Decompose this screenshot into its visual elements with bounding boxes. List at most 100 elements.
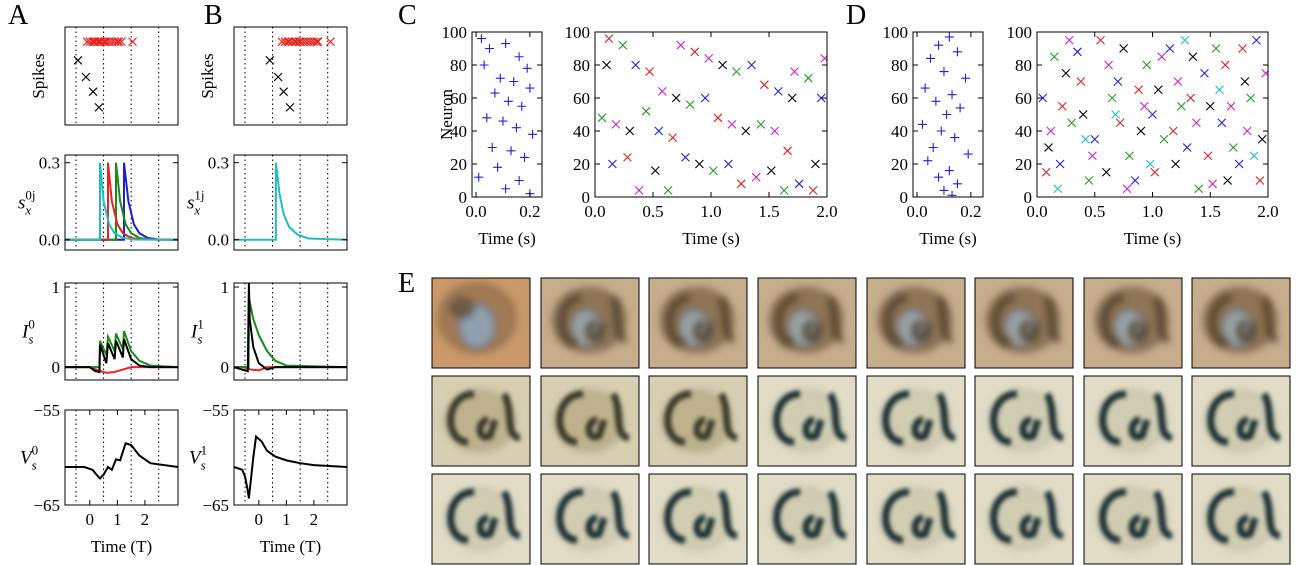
y-axis-label-sub: x — [193, 203, 200, 218]
x-tick-label: 1 — [113, 510, 122, 529]
y-tick-label: 0 — [459, 188, 468, 207]
spike-marker — [790, 67, 799, 76]
spike-marker — [1136, 126, 1146, 136]
axes-frame — [233, 154, 348, 251]
spike-marker — [1140, 101, 1149, 111]
spike-marker — [1246, 93, 1256, 103]
spike-marker — [117, 37, 126, 47]
y-tick-label: −55 — [202, 401, 229, 420]
spike-marker — [501, 184, 511, 194]
image-tile — [649, 376, 747, 466]
spike-marker — [1249, 151, 1259, 161]
plot-area — [244, 27, 335, 125]
y-tick-label: 40 — [573, 122, 590, 141]
spike-marker — [820, 54, 827, 63]
spike-marker — [942, 110, 952, 119]
y-axis-label-sub: s — [32, 458, 37, 473]
y-axis-label: I0 s — [21, 317, 35, 347]
spike-marker — [1038, 93, 1048, 103]
plot-area — [597, 34, 827, 195]
line — [65, 162, 178, 241]
spike-marker — [663, 186, 673, 195]
spike-marker — [952, 47, 962, 57]
spike-marker — [1217, 118, 1227, 128]
y-tick-label: 1 — [52, 278, 61, 297]
spike-marker — [690, 47, 700, 57]
image-tile — [649, 278, 747, 368]
y-tick-label: 0 — [221, 358, 230, 377]
y-tick-label: −65 — [202, 496, 229, 515]
spike-marker — [751, 172, 761, 182]
spike-marker — [1113, 77, 1123, 86]
y-tick-label: 0.0 — [208, 231, 229, 250]
spike-marker — [944, 32, 954, 42]
spike-marker — [928, 143, 938, 152]
y-tick-label: 40 — [891, 122, 908, 141]
spike-marker — [1081, 134, 1090, 144]
spike-marker — [1159, 134, 1169, 144]
image-tile — [541, 278, 639, 368]
spike-marker — [1208, 179, 1217, 189]
spike-marker — [724, 159, 733, 169]
panel-label: B — [204, 0, 223, 31]
image-tile — [432, 474, 530, 564]
spike-marker — [1238, 44, 1247, 53]
spike-marker — [100, 37, 110, 47]
spike-marker — [947, 90, 957, 100]
y-tick-label: 80 — [573, 56, 590, 75]
spike-marker — [522, 63, 532, 73]
spike-marker — [1130, 176, 1140, 185]
spike-marker — [1240, 77, 1250, 86]
spike-marker — [1173, 77, 1183, 86]
image-tile — [867, 278, 965, 368]
spike-marker — [611, 120, 621, 129]
spike-marker — [1188, 52, 1198, 62]
plot-area — [474, 34, 538, 197]
spike-marker — [1088, 151, 1097, 161]
spike-marker — [1261, 68, 1268, 78]
y-tick-label: 0 — [1024, 188, 1033, 207]
spike-marker — [1165, 44, 1175, 53]
y-tick-label: 20 — [891, 155, 908, 174]
spike-marker — [482, 113, 492, 123]
spike-marker — [794, 179, 804, 189]
plot-area — [234, 155, 347, 250]
spike-marker — [265, 55, 275, 65]
axes-frame — [233, 282, 348, 381]
spike-marker — [110, 37, 119, 47]
spike-marker — [1055, 159, 1065, 169]
spike-marker — [1049, 52, 1059, 62]
spike-marker — [498, 116, 508, 126]
spike-marker — [1067, 118, 1077, 128]
spike-marker — [326, 37, 335, 47]
y-axis-label-sup: 1 — [201, 443, 208, 458]
image-tile — [541, 474, 639, 564]
plot-area — [917, 32, 973, 197]
x-tick-label: 0 — [86, 510, 95, 529]
spike-marker — [1090, 134, 1100, 144]
y-axis-label: Spikes — [198, 53, 217, 98]
spike-marker — [597, 113, 607, 123]
spike-marker — [1046, 126, 1056, 136]
spike-marker — [654, 126, 664, 136]
x-axis-label: Time (T) — [91, 537, 152, 556]
spike-marker — [811, 159, 820, 169]
image-tile — [975, 474, 1073, 564]
y-tick-label: 60 — [891, 89, 908, 108]
y-axis-label: Spikes — [29, 53, 48, 98]
y-axis-label-sub: s — [201, 458, 206, 473]
spike-marker — [528, 129, 538, 139]
spike-marker — [309, 37, 319, 47]
spike-marker — [1142, 60, 1152, 70]
spike-marker — [1104, 60, 1113, 70]
spike-marker — [273, 72, 283, 82]
spike-marker — [1186, 93, 1196, 103]
spike-marker — [1101, 167, 1111, 177]
y-axis-label-sup: 0 — [28, 317, 35, 332]
spike-marker — [804, 73, 813, 83]
spike-marker — [1148, 110, 1157, 119]
spike-marker — [939, 185, 949, 195]
y-tick-label: 0.3 — [208, 154, 229, 173]
x-tick-label: 2.0 — [1257, 202, 1278, 221]
spike-marker — [509, 77, 519, 86]
